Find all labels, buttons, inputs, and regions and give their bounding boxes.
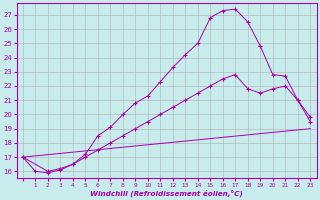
X-axis label: Windchill (Refroidissement éolien,°C): Windchill (Refroidissement éolien,°C) <box>90 189 243 197</box>
